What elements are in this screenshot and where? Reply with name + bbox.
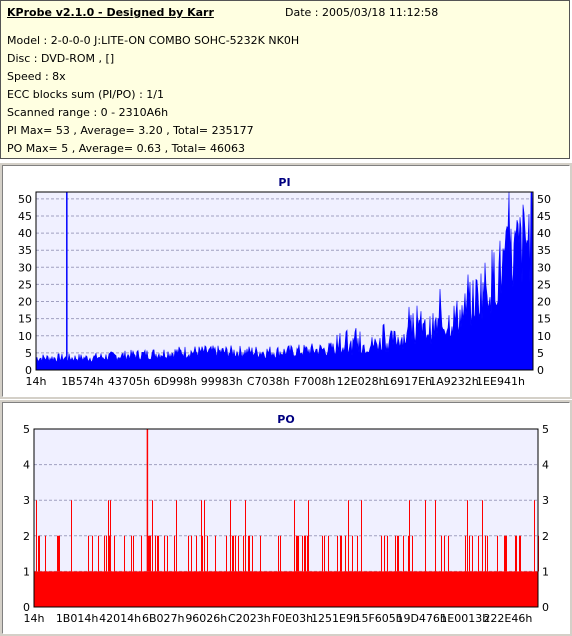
y-tick-label-left: 2 xyxy=(23,530,30,543)
po-chart-panel: PO 0 0 1 1 2 2 3 3 4 4 5 5 14h 1B014h 42014h 6B027h 96026… xyxy=(0,400,572,636)
x-tick-label: 14h xyxy=(24,612,45,625)
y-tick-label-left: 25 xyxy=(18,278,32,291)
pi-chart-panel: PI 0 0 5 5 10 10 15 15 20 20 25 25 30 30 35 35 40 40 45 45 50… xyxy=(0,163,572,399)
plot-frame xyxy=(35,191,534,371)
x-tick-label: 43705h xyxy=(108,375,150,388)
model-line: Model : 2-0-0-0 J:LITE-ON COMBO SOHC-523… xyxy=(7,34,300,47)
y-tick-label-right: 35 xyxy=(537,244,551,257)
x-tick-label: C7038h xyxy=(247,375,290,388)
y-tick-label-right: 2 xyxy=(542,530,549,543)
pi-error-area xyxy=(35,191,534,371)
x-tick-label: 222E46h xyxy=(483,612,532,625)
x-tick-label: 1251E9h xyxy=(311,612,360,625)
x-tick-label: 16917Eh xyxy=(383,375,432,388)
app-title: KProbe v2.1.0 - Designed by Karr xyxy=(7,6,214,19)
ecc-line: ECC blocks sum (PI/PO) : 1/1 xyxy=(7,88,164,101)
y-tick-label-right: 50 xyxy=(537,193,551,206)
y-tick-label-left: 40 xyxy=(18,227,32,240)
x-tick-label: 12E028h xyxy=(337,375,386,388)
y-tick-label-left: 30 xyxy=(18,261,32,274)
y-tick-label-right: 25 xyxy=(537,278,551,291)
y-tick-label-left: 0 xyxy=(23,601,30,614)
y-tick-label-right: 4 xyxy=(542,459,549,472)
x-tick-label: F0E03h xyxy=(272,612,313,625)
y-tick-label-right: 1 xyxy=(542,565,549,578)
x-tick-label: 1EE941h xyxy=(476,375,525,388)
y-tick-label-left: 0 xyxy=(25,364,32,377)
speed-line: Speed : 8x xyxy=(7,70,66,83)
x-tick-label: 6B027h xyxy=(142,612,185,625)
po-chart: PO 0 0 1 1 2 2 3 3 4 4 5 5 14h 1B014h 42014h 6B027h 96026… xyxy=(23,413,549,625)
y-tick-label-right: 45 xyxy=(537,210,551,223)
y-tick-label-left: 5 xyxy=(25,347,32,360)
po-summary-line: PO Max= 5 , Average= 0.63 , Total= 46063 xyxy=(7,142,245,155)
chart-title: PI xyxy=(278,176,290,189)
x-tick-label: 19D476h xyxy=(396,612,446,625)
y-tick-label-left: 1 xyxy=(23,565,30,578)
x-tick-label: 14h xyxy=(26,375,47,388)
x-tick-label: 1A9232h xyxy=(429,375,479,388)
y-tick-label-right: 30 xyxy=(537,261,551,274)
y-tick-label-left: 20 xyxy=(18,296,32,309)
x-tick-label: 1B574h xyxy=(61,375,104,388)
x-tick-label: 6D998h xyxy=(154,375,197,388)
y-tick-label-right: 10 xyxy=(537,330,551,343)
y-tick-label-left: 10 xyxy=(18,330,32,343)
x-tick-label: 96026h xyxy=(185,612,227,625)
y-tick-label-left: 4 xyxy=(23,459,30,472)
scan-date: Date : 2005/03/18 11:12:58 xyxy=(285,6,439,19)
y-tick-label-right: 15 xyxy=(537,313,551,326)
y-tick-label-left: 3 xyxy=(23,494,30,507)
y-tick-label-right: 0 xyxy=(537,364,544,377)
pi-chart: PI 0 0 5 5 10 10 15 15 20 20 25 25 30 30 35 35 40 40 45 45 50… xyxy=(18,176,551,388)
y-tick-label-left: 45 xyxy=(18,210,32,223)
y-tick-label-right: 3 xyxy=(542,494,549,507)
x-tick-label: 15F605h xyxy=(354,612,402,625)
y-tick-label-right: 5 xyxy=(542,423,549,436)
y-tick-label-left: 50 xyxy=(18,193,32,206)
range-line: Scanned range : 0 - 2310A6h xyxy=(7,106,169,119)
y-tick-label-right: 40 xyxy=(537,227,551,240)
y-tick-label-right: 20 xyxy=(537,296,551,309)
disc-info-panel: KProbe v2.1.0 - Designed by Karr Date : … xyxy=(0,0,570,159)
disc-line: Disc : DVD-ROM , [] xyxy=(7,52,115,65)
x-tick-label: 1B014h xyxy=(56,612,99,625)
chart-title: PO xyxy=(277,413,294,426)
x-tick-label: 99983h xyxy=(201,375,243,388)
po-base-band xyxy=(34,571,538,607)
plot-frame xyxy=(33,428,539,608)
x-tick-label: 1E0013h xyxy=(440,612,489,625)
x-tick-label: 42014h xyxy=(99,612,141,625)
pi-summary-line: PI Max= 53 , Average= 3.20 , Total= 2351… xyxy=(7,124,254,137)
y-tick-label-left: 5 xyxy=(23,423,30,436)
y-tick-label-left: 35 xyxy=(18,244,32,257)
y-tick-label-left: 15 xyxy=(18,313,32,326)
x-tick-label: C2023h xyxy=(228,612,271,625)
y-tick-label-right: 5 xyxy=(537,347,544,360)
y-tick-label-right: 0 xyxy=(542,601,549,614)
x-tick-label: F7008h xyxy=(294,375,335,388)
